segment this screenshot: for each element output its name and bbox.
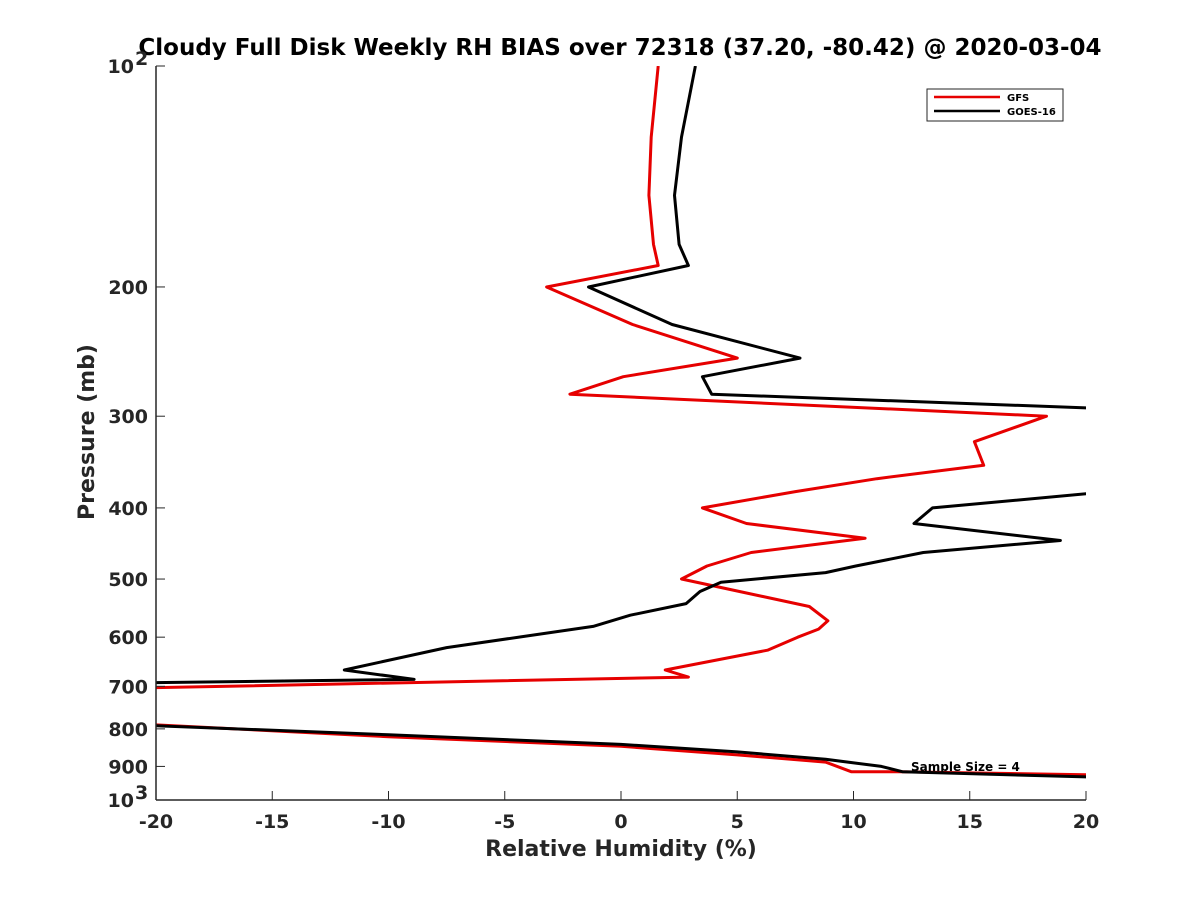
- y-tick-exponent: 2: [135, 48, 148, 70]
- x-tick-label: 15: [957, 811, 983, 833]
- y-tick-label: 700: [108, 676, 148, 698]
- x-tick-label: 0: [614, 811, 627, 833]
- y-tick-label: 900: [108, 756, 148, 778]
- x-tick-label: -5: [494, 811, 515, 833]
- x-tick-label: 20: [1073, 811, 1099, 833]
- x-tick-label: -10: [371, 811, 405, 833]
- y-tick-label: 400: [108, 498, 148, 520]
- y-tick-exponent: 3: [135, 782, 148, 804]
- chart-title: Cloudy Full Disk Weekly RH BIAS over 723…: [138, 35, 1101, 61]
- legend-box: [926, 88, 1064, 122]
- series-layer: [156, 66, 1086, 779]
- legend-label-goes16: GOES-16: [1007, 107, 1056, 118]
- legend: GFS GOES-16: [926, 88, 1064, 122]
- y-tick-label: 300: [108, 406, 148, 428]
- y-tick-label: 10: [108, 56, 134, 78]
- x-tick-label: -15: [255, 811, 289, 833]
- y-tick-label: 10: [108, 790, 134, 812]
- x-axis-label: Relative Humidity (%): [485, 837, 757, 862]
- legend-label-gfs: GFS: [1007, 93, 1029, 104]
- sample-size-annotation: Sample Size = 4: [911, 760, 1020, 774]
- x-tick-label: 10: [840, 811, 866, 833]
- y-tick-label: 800: [108, 719, 148, 741]
- y-axis-label: Pressure (mb): [75, 344, 100, 520]
- y-tick-label: 200: [108, 277, 148, 299]
- series-line-gfs: [156, 66, 1086, 777]
- y-tick-label: 600: [108, 627, 148, 649]
- y-tick-label: 500: [108, 569, 148, 591]
- x-tick-label: 5: [731, 811, 744, 833]
- x-tick-label: -20: [139, 811, 173, 833]
- series-line-goes16: [156, 66, 1086, 779]
